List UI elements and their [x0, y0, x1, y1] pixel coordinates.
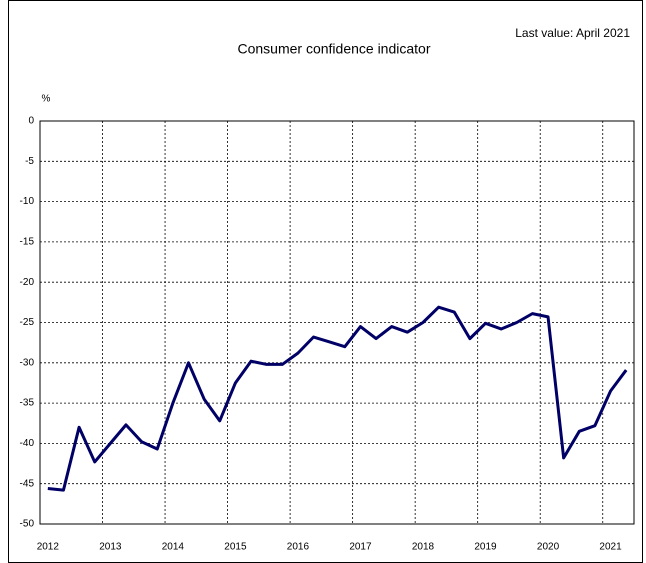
- y-tick-label: 0: [28, 116, 34, 127]
- x-tick-label: 2020: [537, 542, 560, 553]
- y-unit: %: [42, 94, 51, 105]
- x-tick-label: 2015: [224, 542, 247, 553]
- x-tick-label: 2016: [287, 542, 310, 553]
- frame: [8, 0, 643, 563]
- y-tick-label: -15: [20, 237, 35, 248]
- line-series: [47, 305, 628, 492]
- y-tick-label: -50: [20, 519, 35, 530]
- x-tick-label: 2017: [349, 542, 372, 553]
- x-tick-label: 2013: [99, 542, 122, 553]
- y-tick-label: -10: [20, 196, 35, 207]
- y-tick-label: -35: [20, 398, 35, 409]
- plot-area: [39, 120, 635, 525]
- y-tick-label: -45: [20, 478, 35, 489]
- y-tick-label: -25: [20, 317, 35, 328]
- chart-title: Consumer confidence indicator: [238, 41, 431, 57]
- y-tick-label: -5: [25, 156, 34, 167]
- x-tick-label: 2012: [37, 542, 60, 553]
- annotation: Last value: April 2021: [515, 26, 630, 40]
- y-tick-label: -40: [20, 438, 35, 449]
- y-tick-label: -30: [20, 357, 35, 368]
- x-tick-label: 2014: [162, 542, 185, 553]
- y-tick-label: -20: [20, 277, 35, 288]
- x-tick-label: 2018: [412, 542, 435, 553]
- x-tick-label: 2019: [474, 542, 497, 553]
- x-tick-label: 2021: [599, 542, 622, 553]
